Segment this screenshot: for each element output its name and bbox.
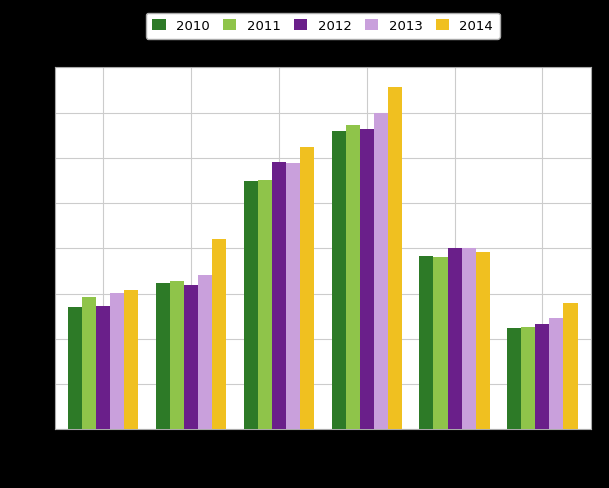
- Bar: [420, 256, 434, 429]
- Bar: [388, 88, 402, 429]
- Bar: [244, 181, 258, 429]
- Bar: [331, 131, 346, 429]
- Bar: [110, 293, 124, 429]
- Bar: [68, 307, 82, 429]
- Bar: [360, 130, 374, 429]
- Bar: [198, 275, 212, 429]
- Bar: [563, 303, 577, 429]
- Bar: [286, 164, 300, 429]
- Bar: [535, 325, 549, 429]
- Bar: [272, 163, 286, 429]
- Bar: [476, 252, 490, 429]
- Bar: [462, 249, 476, 429]
- Bar: [82, 298, 96, 429]
- Bar: [96, 306, 110, 429]
- Bar: [374, 114, 388, 429]
- Bar: [346, 126, 360, 429]
- Bar: [448, 249, 462, 429]
- Bar: [124, 290, 138, 429]
- Bar: [184, 285, 198, 429]
- Bar: [170, 282, 184, 429]
- Bar: [434, 257, 448, 429]
- Legend: 2010, 2011, 2012, 2013, 2014: 2010, 2011, 2012, 2013, 2014: [146, 14, 500, 40]
- Bar: [549, 318, 563, 429]
- Bar: [258, 180, 272, 429]
- Bar: [507, 328, 521, 429]
- Bar: [156, 283, 170, 429]
- Bar: [212, 240, 226, 429]
- Bar: [521, 327, 535, 429]
- Bar: [300, 148, 314, 429]
